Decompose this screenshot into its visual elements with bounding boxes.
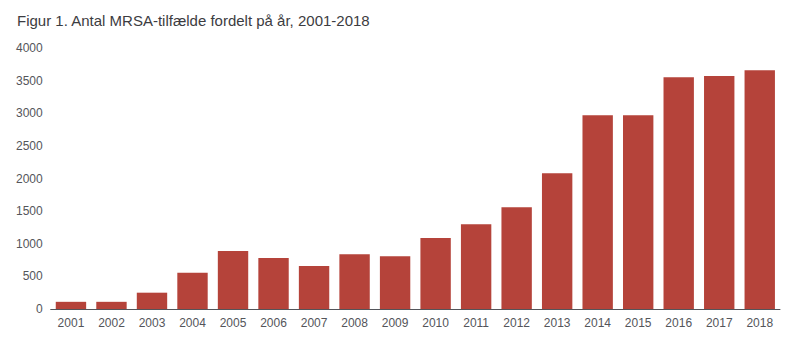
- svg-text:2018: 2018: [746, 316, 773, 330]
- svg-text:2011: 2011: [463, 316, 489, 330]
- svg-text:2007: 2007: [301, 316, 328, 330]
- svg-text:2000: 2000: [16, 172, 43, 186]
- svg-text:2006: 2006: [260, 316, 287, 330]
- svg-text:4000: 4000: [16, 41, 43, 55]
- svg-text:2013: 2013: [544, 316, 571, 330]
- svg-text:2001: 2001: [58, 316, 85, 330]
- svg-text:2500: 2500: [16, 139, 43, 153]
- svg-text:2017: 2017: [706, 316, 733, 330]
- svg-text:Figur 1. Antal MRSA-tilfælde f: Figur 1. Antal MRSA-tilfælde fordelt på …: [17, 12, 370, 29]
- svg-text:2014: 2014: [584, 316, 611, 330]
- svg-text:0: 0: [36, 302, 43, 316]
- svg-text:2010: 2010: [422, 316, 449, 330]
- svg-text:2016: 2016: [665, 316, 692, 330]
- svg-text:3500: 3500: [16, 74, 43, 88]
- svg-text:3000: 3000: [16, 106, 43, 120]
- svg-text:1500: 1500: [16, 204, 43, 218]
- svg-text:2004: 2004: [179, 316, 206, 330]
- svg-text:2005: 2005: [220, 316, 247, 330]
- svg-text:2009: 2009: [382, 316, 409, 330]
- svg-text:2015: 2015: [625, 316, 652, 330]
- svg-text:500: 500: [23, 269, 43, 283]
- svg-text:2002: 2002: [98, 316, 125, 330]
- svg-text:1000: 1000: [16, 237, 43, 251]
- svg-text:2003: 2003: [139, 316, 166, 330]
- svg-text:2008: 2008: [341, 316, 368, 330]
- svg-text:2012: 2012: [503, 316, 530, 330]
